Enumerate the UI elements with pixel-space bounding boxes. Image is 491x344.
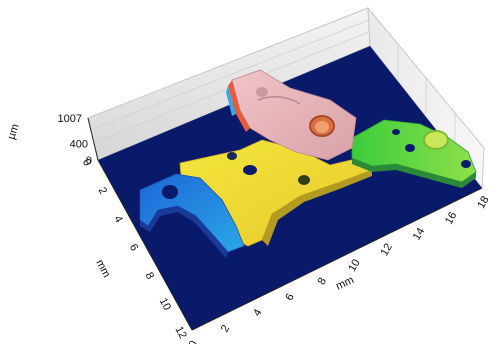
z-axis-label: µm xyxy=(5,122,21,140)
pink-part-side-rainbow xyxy=(226,86,236,116)
x-tick-label: 0 xyxy=(187,339,200,344)
y-tick-label: 12 xyxy=(172,324,188,340)
z-tick-label: 0 xyxy=(86,155,92,167)
yellow-part-side xyxy=(262,170,372,246)
y-tick-label: 6 xyxy=(127,242,140,253)
y-tick-label: 4 xyxy=(111,214,124,225)
x-tick-label: 18 xyxy=(475,194,491,211)
x-tick-label: 10 xyxy=(346,257,363,274)
blue-hole xyxy=(162,185,178,199)
z-tick-label: 1007 xyxy=(58,113,82,125)
x-axis-label: mm xyxy=(334,274,356,293)
green-part-side xyxy=(352,158,476,188)
z-axis xyxy=(87,117,99,161)
pink-hole-inner xyxy=(315,121,329,133)
green-hole-1 xyxy=(423,130,449,150)
green-hole-3 xyxy=(461,160,471,168)
blue-part-side xyxy=(140,206,228,258)
x-tick-label: 14 xyxy=(411,226,428,243)
yellow-hole-2 xyxy=(298,175,310,185)
x-axis xyxy=(191,187,483,331)
z-tick-labels: 0 400 1007 xyxy=(58,113,92,167)
green-hole-2 xyxy=(405,144,415,152)
x-tick-labels: 0 2 4 6 8 10 12 14 16 18 xyxy=(187,194,491,344)
x-tick-label: 6 xyxy=(283,292,296,303)
y-axis-label: mm xyxy=(93,258,112,280)
yellow-hole-3 xyxy=(227,152,237,160)
pink-arc xyxy=(257,96,301,105)
x-tick-label: 2 xyxy=(219,323,232,334)
x-tick-label: 12 xyxy=(378,241,395,258)
z-tick-label: 400 xyxy=(70,138,88,150)
y-axis xyxy=(97,159,193,331)
x-tick-label: 4 xyxy=(251,307,264,318)
yellow-hole-1 xyxy=(243,165,257,175)
y-tick-label: 0 xyxy=(80,157,93,168)
green-hole-4 xyxy=(392,129,400,135)
pink-hole-small xyxy=(256,87,268,97)
y-tick-label: 10 xyxy=(157,296,173,312)
y-tick-label: 2 xyxy=(96,185,109,196)
x-tick-label: 16 xyxy=(443,210,460,227)
y-tick-label: 8 xyxy=(143,270,156,281)
y-tick-labels: 0 2 4 6 8 10 12 xyxy=(80,157,189,341)
x-tick-label: 8 xyxy=(316,276,329,287)
pink-part-side xyxy=(228,80,250,132)
